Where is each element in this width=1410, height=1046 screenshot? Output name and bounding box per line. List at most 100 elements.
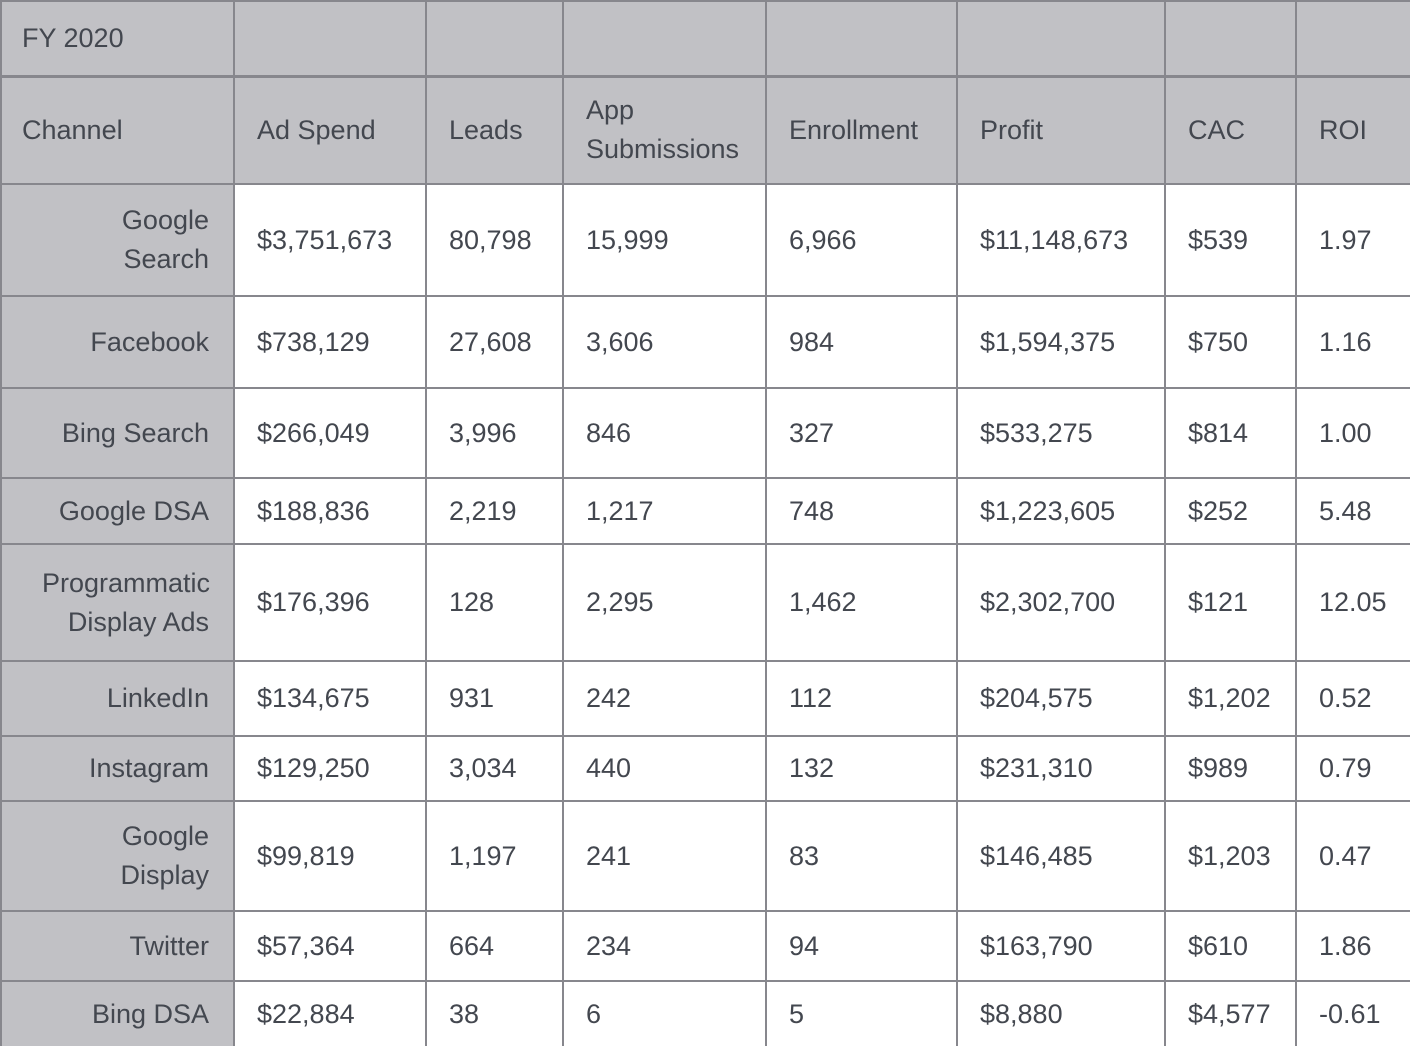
cell-ad-spend[interactable]: $738,129	[233, 295, 427, 389]
table-row: Instagram $129,250 3,034 440 132 $231,31…	[0, 735, 1410, 802]
cell-enrollment[interactable]: 132	[765, 735, 958, 802]
cell-leads[interactable]: 128	[425, 543, 564, 662]
cell-profit[interactable]: $11,148,673	[956, 183, 1166, 297]
cell-roi[interactable]: 0.52	[1295, 660, 1410, 737]
cell-app-submissions[interactable]: 440	[562, 735, 767, 802]
row-header-programmatic-display-ads[interactable]: Programmatic Display Ads	[0, 543, 235, 662]
cell-leads[interactable]: 931	[425, 660, 564, 737]
cell-cac[interactable]: $750	[1164, 295, 1297, 389]
cell-roi[interactable]: 1.16	[1295, 295, 1410, 389]
cell-ad-spend[interactable]: $176,396	[233, 543, 427, 662]
cell-app-submissions[interactable]: 15,999	[562, 183, 767, 297]
cell-profit[interactable]: $204,575	[956, 660, 1166, 737]
cell-cac[interactable]: $814	[1164, 387, 1297, 479]
cell-roi[interactable]: 1.97	[1295, 183, 1410, 297]
empty-cell[interactable]	[562, 0, 767, 78]
column-header-enrollment[interactable]: Enrollment	[765, 75, 958, 185]
table-row: Facebook $738,129 27,608 3,606 984 $1,59…	[0, 295, 1410, 389]
column-header-roi[interactable]: ROI	[1295, 75, 1410, 185]
cell-cac[interactable]: $1,203	[1164, 800, 1297, 912]
cell-leads[interactable]: 3,034	[425, 735, 564, 802]
column-header-cac[interactable]: CAC	[1164, 75, 1297, 185]
cell-leads[interactable]: 2,219	[425, 477, 564, 545]
cell-app-submissions[interactable]: 846	[562, 387, 767, 479]
row-header-linkedin[interactable]: LinkedIn	[0, 660, 235, 737]
cell-profit[interactable]: $146,485	[956, 800, 1166, 912]
cell-enrollment[interactable]: 112	[765, 660, 958, 737]
column-header-ad-spend[interactable]: Ad Spend	[233, 75, 427, 185]
cell-ad-spend[interactable]: $134,675	[233, 660, 427, 737]
row-header-google-display[interactable]: Google Display	[0, 800, 235, 912]
cell-ad-spend[interactable]: $188,836	[233, 477, 427, 545]
column-header-app-submissions[interactable]: App Submissions	[562, 75, 767, 185]
cell-roi[interactable]: 0.47	[1295, 800, 1410, 912]
cell-cac[interactable]: $610	[1164, 910, 1297, 982]
cell-leads[interactable]: 664	[425, 910, 564, 982]
cell-profit[interactable]: $1,594,375	[956, 295, 1166, 389]
empty-cell[interactable]	[765, 0, 958, 78]
row-header-facebook[interactable]: Facebook	[0, 295, 235, 389]
cell-roi[interactable]: 0.79	[1295, 735, 1410, 802]
cell-enrollment[interactable]: 83	[765, 800, 958, 912]
cell-enrollment[interactable]: 94	[765, 910, 958, 982]
cell-enrollment[interactable]: 6,966	[765, 183, 958, 297]
cell-enrollment[interactable]: 748	[765, 477, 958, 545]
cell-profit[interactable]: $1,223,605	[956, 477, 1166, 545]
cell-app-submissions[interactable]: 242	[562, 660, 767, 737]
cell-roi[interactable]: 1.86	[1295, 910, 1410, 982]
empty-cell[interactable]	[233, 0, 427, 78]
cell-leads[interactable]: 38	[425, 980, 564, 1046]
cell-cac[interactable]: $539	[1164, 183, 1297, 297]
cell-enrollment[interactable]: 1,462	[765, 543, 958, 662]
empty-cell[interactable]	[956, 0, 1166, 78]
cell-cac[interactable]: $4,577	[1164, 980, 1297, 1046]
cell-roi[interactable]: -0.61	[1295, 980, 1410, 1046]
cell-app-submissions[interactable]: 234	[562, 910, 767, 982]
cell-cac[interactable]: $121	[1164, 543, 1297, 662]
cell-ad-spend[interactable]: $266,049	[233, 387, 427, 479]
cell-app-submissions[interactable]: 6	[562, 980, 767, 1046]
cell-cac[interactable]: $252	[1164, 477, 1297, 545]
cell-roi[interactable]: 12.05	[1295, 543, 1410, 662]
cell-ad-spend[interactable]: $22,884	[233, 980, 427, 1046]
empty-cell[interactable]	[1295, 0, 1410, 78]
cell-leads[interactable]: 80,798	[425, 183, 564, 297]
column-header-row: Channel Ad Spend Leads App Submissions E…	[0, 75, 1410, 185]
column-header-profit[interactable]: Profit	[956, 75, 1166, 185]
row-header-google-dsa[interactable]: Google DSA	[0, 477, 235, 545]
cell-profit[interactable]: $533,275	[956, 387, 1166, 479]
cell-ad-spend[interactable]: $99,819	[233, 800, 427, 912]
cell-ad-spend[interactable]: $129,250	[233, 735, 427, 802]
cell-leads[interactable]: 27,608	[425, 295, 564, 389]
row-header-twitter[interactable]: Twitter	[0, 910, 235, 982]
cell-leads[interactable]: 1,197	[425, 800, 564, 912]
row-header-google-search[interactable]: Google Search	[0, 183, 235, 297]
cell-app-submissions[interactable]: 2,295	[562, 543, 767, 662]
cell-ad-spend[interactable]: $57,364	[233, 910, 427, 982]
cell-profit[interactable]: $2,302,700	[956, 543, 1166, 662]
cell-profit[interactable]: $8,880	[956, 980, 1166, 1046]
cell-app-submissions[interactable]: 1,217	[562, 477, 767, 545]
table-row: Bing Search $266,049 3,996 846 327 $533,…	[0, 387, 1410, 479]
cell-app-submissions[interactable]: 241	[562, 800, 767, 912]
cell-enrollment[interactable]: 327	[765, 387, 958, 479]
row-header-instagram[interactable]: Instagram	[0, 735, 235, 802]
column-header-leads[interactable]: Leads	[425, 75, 564, 185]
empty-cell[interactable]	[425, 0, 564, 78]
empty-cell[interactable]	[1164, 0, 1297, 78]
cell-enrollment[interactable]: 984	[765, 295, 958, 389]
cell-ad-spend[interactable]: $3,751,673	[233, 183, 427, 297]
cell-cac[interactable]: $1,202	[1164, 660, 1297, 737]
cell-leads[interactable]: 3,996	[425, 387, 564, 479]
table-title-cell[interactable]: FY 2020	[0, 0, 235, 78]
cell-roi[interactable]: 1.00	[1295, 387, 1410, 479]
cell-cac[interactable]: $989	[1164, 735, 1297, 802]
cell-app-submissions[interactable]: 3,606	[562, 295, 767, 389]
cell-profit[interactable]: $231,310	[956, 735, 1166, 802]
column-header-channel[interactable]: Channel	[0, 75, 235, 185]
cell-profit[interactable]: $163,790	[956, 910, 1166, 982]
row-header-bing-dsa[interactable]: Bing DSA	[0, 980, 235, 1046]
row-header-bing-search[interactable]: Bing Search	[0, 387, 235, 479]
cell-roi[interactable]: 5.48	[1295, 477, 1410, 545]
cell-enrollment[interactable]: 5	[765, 980, 958, 1046]
